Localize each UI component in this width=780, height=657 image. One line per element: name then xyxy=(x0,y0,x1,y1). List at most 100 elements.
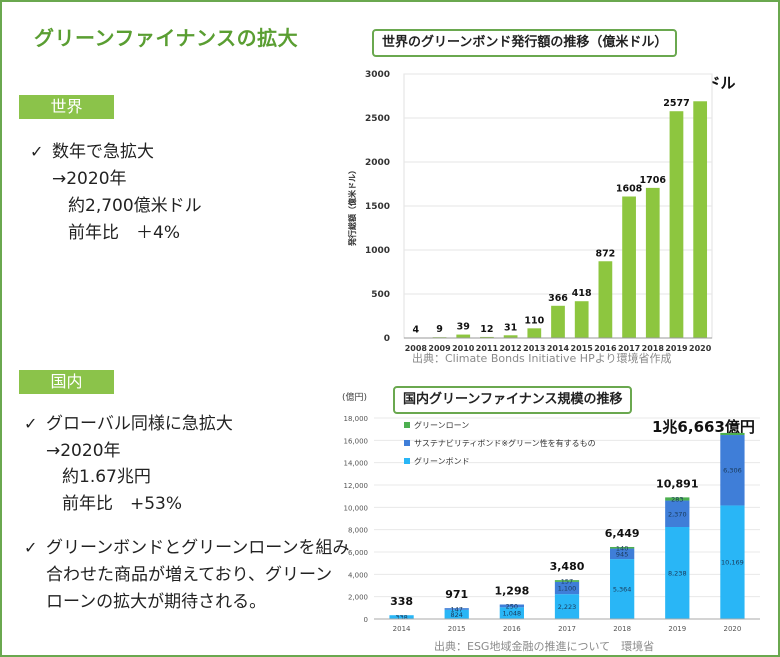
chart2-x-tick-label: 2015 xyxy=(448,625,466,633)
chart1-data-label: 4 xyxy=(413,325,420,336)
chart2-segment-label: 10,169 xyxy=(721,559,744,567)
chart2-x-tick-label: 2019 xyxy=(668,625,686,633)
chart1-title: 世界のグリーンボンド発行額の推移（億米ドル） xyxy=(372,29,678,57)
chart2-segment-label: 2,223 xyxy=(558,603,577,611)
check-icon: ✓ xyxy=(30,142,44,161)
chart1-x-tick-label: 2012 xyxy=(499,344,521,353)
chart2-x-tick-label: 2020 xyxy=(724,625,742,633)
chart1-y-axis-label: 発行総額（億米ドル） xyxy=(347,166,357,247)
chart1-data-label: 1706 xyxy=(640,175,667,186)
world-bullet-1: 数年で急拡大 xyxy=(52,142,154,162)
chart1-data-label: 872 xyxy=(595,248,615,259)
chart2-y-tick-label: 6,000 xyxy=(348,549,368,557)
chart2-x-tick-label: 2014 xyxy=(393,625,411,633)
chart2-y-tick-label: 10,000 xyxy=(344,504,369,512)
chart2-y-tick-label: 16,000 xyxy=(344,437,369,445)
chart2-bar-segment xyxy=(499,604,524,608)
chart2-segment-label: 147 xyxy=(451,605,463,613)
chart2-x-tick-label: 2018 xyxy=(613,625,631,633)
chart2-bar-segment xyxy=(554,580,580,582)
chart2-bar-segment xyxy=(720,432,745,436)
chart2-total-label: 3,480 xyxy=(550,560,585,573)
chart2-y-tick-label: 14,000 xyxy=(344,460,369,468)
chart2-segment-label: 1,100 xyxy=(558,585,577,593)
domestic-bullet-3: 約1.67兆円 xyxy=(62,467,151,487)
domestic-bullet-1: グローバル同様に急拡大 xyxy=(46,414,233,434)
chart2-bar-segment xyxy=(554,594,580,619)
chart2-source: 出典：ESG地域金融の推進について 環境省 xyxy=(434,640,655,653)
chart1-bar xyxy=(598,261,613,338)
chart1-data-label: 39 xyxy=(457,322,470,333)
chart1-data-label: 110 xyxy=(524,315,544,326)
world-bullet-4: 前年比 ＋4% xyxy=(68,223,180,243)
chart2-bar-segment xyxy=(665,527,690,619)
chart1-data-label: 418 xyxy=(572,288,592,299)
chart1-bar xyxy=(574,301,589,338)
chart2-x-tick-label: 2016 xyxy=(503,625,521,633)
chart1-data-label: 12 xyxy=(480,324,493,335)
chart2-bar-segment xyxy=(665,497,690,501)
chart2-title: 国内グリーンファイナンス規模の推移 xyxy=(393,386,633,414)
chart1-bar xyxy=(551,305,565,338)
slide-title: グリーンファイナンスの拡大 xyxy=(34,26,299,50)
chart2-legend-label: サステナビリティボンド※グリーン性を有するもの xyxy=(414,438,596,448)
chart2-bar-segment xyxy=(389,615,414,619)
check-icon: ✓ xyxy=(24,538,38,557)
chart1-y-tick-label: 500 xyxy=(371,290,390,300)
chart1-x-tick-label: 2008 xyxy=(405,344,428,353)
chart2-bar-segment xyxy=(610,548,635,560)
chart1-bar xyxy=(527,328,542,338)
chart2-legend-label: グリーンボンド xyxy=(414,456,470,466)
chart1-x-tick-label: 2014 xyxy=(547,344,570,353)
chart1-x-tick-label: 2011 xyxy=(476,344,499,353)
chart2-y-tick-label: 2,000 xyxy=(348,594,368,602)
chart1-x-tick-label: 2013 xyxy=(523,344,545,353)
chart2-segment-label: 283 xyxy=(671,495,683,503)
chart1-data-label: 1608 xyxy=(616,183,643,194)
chart2-segment-label: 157 xyxy=(561,578,573,586)
chart2-total-label: 971 xyxy=(445,588,468,601)
chart2-unit-label: (億円) xyxy=(342,391,367,403)
chart2-bar-segment xyxy=(665,500,690,528)
chart2-bar-segment xyxy=(444,609,469,619)
chart2-total-label: 338 xyxy=(390,595,413,608)
chart2-total-label: 10,891 xyxy=(656,477,698,490)
chart2-x-tick-label: 2017 xyxy=(558,625,576,633)
world-tag: 世界 xyxy=(19,95,114,119)
chart1-data-label: 9 xyxy=(436,324,443,335)
chart2-svg: (億円) 0 2,000 4,000 6,000 8,000 10,000 12,000 14,… xyxy=(342,391,760,633)
chart2-y-tick-label: 12,000 xyxy=(344,482,369,490)
chart2-y-tick-label: 0 xyxy=(364,616,368,624)
chart1-data-label: 366 xyxy=(548,293,568,304)
domestic-note-3: ローンの拡大が期待される。 xyxy=(46,592,267,612)
chart2-segment-label: 1,048 xyxy=(503,610,522,618)
chart2-total-label: 6,449 xyxy=(605,527,640,540)
chart2-segment-label: 945 xyxy=(616,550,628,558)
chart2-y-tick-label: 4,000 xyxy=(348,571,368,579)
world-bullet-2: →2020年 xyxy=(52,169,127,189)
chart2-bar-segment xyxy=(610,559,635,619)
chart2-y-tick-label: 18,000 xyxy=(344,415,369,423)
check-icon: ✓ xyxy=(24,414,38,433)
chart2-bar-segment xyxy=(610,546,635,549)
chart2-callout: 1兆6,663億円 xyxy=(652,418,755,436)
chart1-y-tick-label: 2500 xyxy=(365,114,390,124)
chart2-segment-label: 250 xyxy=(506,602,518,610)
chart2-legend-swatch xyxy=(404,458,410,464)
chart1-x-tick-label: 2020 xyxy=(689,344,712,353)
chart1-source: 出典：Climate Bonds Initiative HPより環境省作成 xyxy=(412,352,672,365)
chart2-segment-label: 5,364 xyxy=(613,586,632,594)
chart1-x-tick-label: 2017 xyxy=(618,344,640,353)
chart2-segment-label: 8,238 xyxy=(668,570,687,578)
chart1-bar xyxy=(480,336,494,338)
chart1-y-tick-label: 1000 xyxy=(365,246,390,256)
chart1-bar xyxy=(503,335,518,338)
chart2-segment-label: 2,370 xyxy=(668,510,687,518)
chart2-bar-segment xyxy=(554,581,580,595)
chart2-segment-label: 140 xyxy=(616,544,628,552)
chart2-legend-swatch xyxy=(404,440,410,446)
chart1-bar xyxy=(645,187,660,338)
chart1-y-tick-label: 3000 xyxy=(365,70,390,80)
domestic-note-1: グリーンボンドとグリーンローンを組み xyxy=(46,538,350,558)
chart1-bar xyxy=(622,196,636,338)
